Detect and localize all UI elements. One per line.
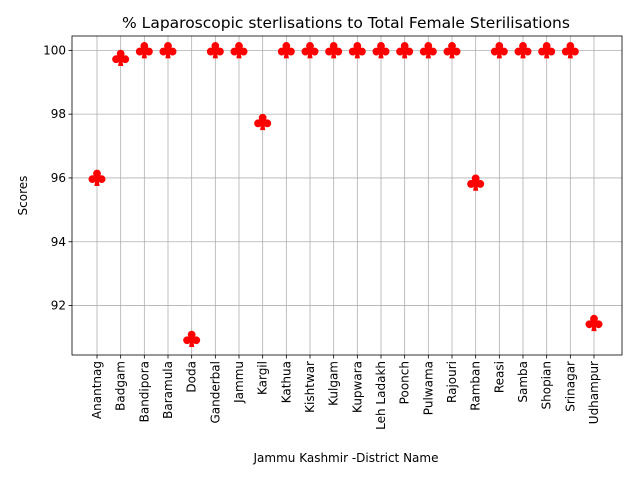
x-tick-label-baramula: Baramula: [161, 361, 175, 419]
data-point-samba: [514, 42, 532, 59]
x-tick-label-ganderbal: Ganderbal: [208, 361, 222, 424]
data-point-doda: [183, 330, 201, 348]
y-tick-label-92: 92: [51, 299, 66, 313]
y-tick-label-96: 96: [51, 171, 66, 185]
x-tick-label-kathua: Kathua: [279, 361, 293, 403]
chart-title: % Laparoscopic sterlisations to Total Fe…: [122, 14, 570, 32]
x-tick-label-pulwama: Pulwama: [421, 361, 435, 415]
x-tick-label-shopian: Shopian: [540, 361, 554, 409]
data-point-leh-ladakh: [372, 42, 390, 59]
x-tick-label-udhampur: Udhampur: [587, 361, 601, 424]
data-point-rajouri: [443, 42, 461, 59]
data-point-kupwara: [348, 42, 366, 59]
x-tick-label-leh-ladakh: Leh Ladakh: [374, 361, 388, 430]
data-point-bandipora: [135, 42, 153, 59]
data-point-shopian: [538, 42, 556, 59]
x-tick-label-kupwara: Kupwara: [350, 361, 364, 413]
data-point-ganderbal: [206, 42, 224, 59]
y-tick-label-94: 94: [51, 235, 66, 249]
data-point-anantnag: [88, 169, 106, 186]
data-markers: [88, 42, 603, 348]
x-tick-label-srinagar: Srinagar: [563, 361, 577, 412]
x-tick-label-reasi: Reasi: [492, 361, 506, 393]
x-axis-ticks: Anantnag Badgam Bandipora Baramula Doda Gande…: [90, 355, 601, 430]
data-point-reasi: [490, 42, 508, 59]
data-point-ramban: [467, 174, 485, 191]
data-point-srinagar: [561, 42, 579, 59]
data-point-kishtwar: [301, 42, 319, 59]
x-tick-label-ramban: Ramban: [469, 361, 483, 411]
x-tick-label-poonch: Poonch: [398, 361, 412, 404]
data-point-pulwama: [419, 42, 437, 59]
x-tick-label-jammu: Jammu: [232, 361, 246, 404]
data-point-kulgam: [325, 42, 343, 59]
x-tick-label-kishtwar: Kishtwar: [303, 361, 317, 413]
x-tick-label-rajouri: Rajouri: [445, 361, 459, 403]
data-point-badgam: [112, 49, 130, 67]
x-tick-label-samba: Samba: [516, 361, 530, 403]
data-point-udhampur: [585, 314, 603, 332]
x-tick-label-bandipora: Bandipora: [137, 361, 151, 422]
x-tick-label-anantnag: Anantnag: [90, 361, 104, 419]
data-point-baramula: [159, 42, 177, 59]
y-tick-label-100: 100: [43, 43, 66, 57]
y-axis-ticks: 92 94 96 98 100: [43, 43, 72, 313]
x-tick-label-badgam: Badgam: [114, 361, 128, 411]
grid: [72, 36, 622, 355]
plot-frame: [71, 35, 623, 356]
data-point-jammu: [230, 42, 248, 59]
x-axis-label: Jammu Kashmir -District Name: [253, 451, 439, 465]
y-axis-label: Scores: [16, 176, 30, 216]
data-point-kathua: [277, 42, 295, 59]
data-point-poonch: [396, 42, 414, 59]
x-tick-label-doda: Doda: [185, 361, 199, 393]
y-tick-label-98: 98: [51, 107, 66, 121]
x-tick-label-kulgam: Kulgam: [327, 361, 341, 406]
x-tick-label-kargil: Kargil: [256, 361, 270, 395]
data-point-kargil: [254, 113, 272, 131]
